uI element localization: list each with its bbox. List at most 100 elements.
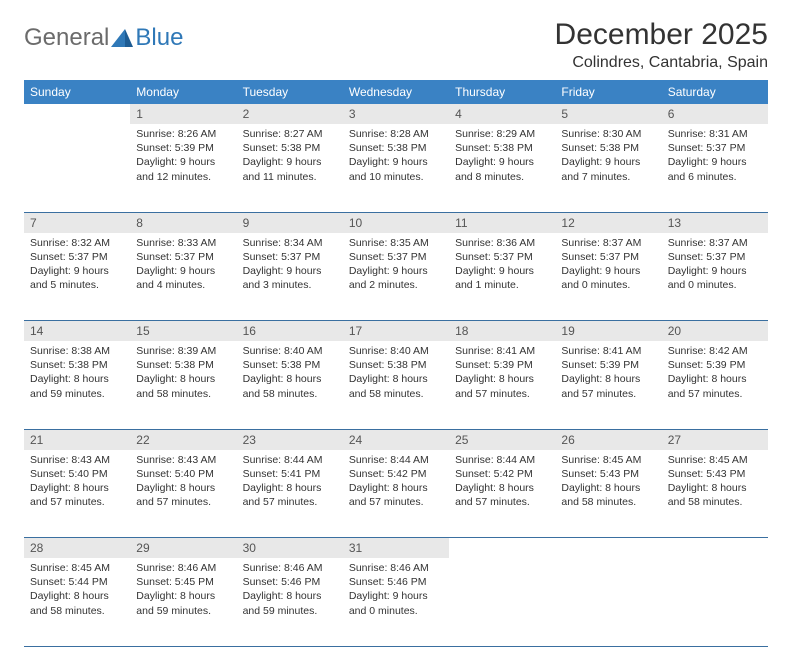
- day-number: 24: [343, 429, 449, 450]
- day-header: Saturday: [662, 80, 768, 104]
- day-cell: Sunrise: 8:46 AMSunset: 5:46 PMDaylight:…: [237, 558, 343, 646]
- sunrise-text: Sunrise: 8:45 AM: [668, 453, 762, 467]
- day-cell-body: Sunrise: 8:43 AMSunset: 5:40 PMDaylight:…: [130, 450, 236, 516]
- title-block: December 2025 Colindres, Cantabria, Spai…: [555, 18, 768, 72]
- sunset-text: Sunset: 5:38 PM: [243, 141, 337, 155]
- day1-text: Daylight: 8 hours: [243, 372, 337, 386]
- sunrise-text: Sunrise: 8:36 AM: [455, 236, 549, 250]
- day2-text: and 7 minutes.: [561, 170, 655, 184]
- sunrise-text: Sunrise: 8:42 AM: [668, 344, 762, 358]
- day1-text: Daylight: 8 hours: [455, 481, 549, 495]
- day-number-row: 14151617181920: [24, 321, 768, 342]
- day-cell: Sunrise: 8:41 AMSunset: 5:39 PMDaylight:…: [449, 341, 555, 429]
- day-number-row: 21222324252627: [24, 429, 768, 450]
- day-number: 13: [662, 212, 768, 233]
- day-cell-body: Sunrise: 8:42 AMSunset: 5:39 PMDaylight:…: [662, 341, 768, 407]
- day-number: 20: [662, 321, 768, 342]
- day-cell-body: Sunrise: 8:41 AMSunset: 5:39 PMDaylight:…: [555, 341, 661, 407]
- day2-text: and 12 minutes.: [136, 170, 230, 184]
- day2-text: and 2 minutes.: [349, 278, 443, 292]
- sunrise-text: Sunrise: 8:41 AM: [561, 344, 655, 358]
- day1-text: Daylight: 8 hours: [455, 372, 549, 386]
- day-cell-body: Sunrise: 8:46 AMSunset: 5:46 PMDaylight:…: [343, 558, 449, 624]
- day-number: 11: [449, 212, 555, 233]
- day-cell: [555, 558, 661, 646]
- sunrise-text: Sunrise: 8:27 AM: [243, 127, 337, 141]
- day-cell-body: Sunrise: 8:35 AMSunset: 5:37 PMDaylight:…: [343, 233, 449, 299]
- day-cell: Sunrise: 8:31 AMSunset: 5:37 PMDaylight:…: [662, 124, 768, 212]
- day1-text: Daylight: 9 hours: [561, 264, 655, 278]
- day-cell-body: Sunrise: 8:45 AMSunset: 5:43 PMDaylight:…: [662, 450, 768, 516]
- sunset-text: Sunset: 5:42 PM: [349, 467, 443, 481]
- day-number: 4: [449, 104, 555, 124]
- sunrise-text: Sunrise: 8:30 AM: [561, 127, 655, 141]
- day-number: 18: [449, 321, 555, 342]
- day2-text: and 58 minutes.: [561, 495, 655, 509]
- sunrise-text: Sunrise: 8:29 AM: [455, 127, 549, 141]
- day2-text: and 58 minutes.: [30, 604, 124, 618]
- day-number: 16: [237, 321, 343, 342]
- day-cell: Sunrise: 8:35 AMSunset: 5:37 PMDaylight:…: [343, 233, 449, 321]
- sunset-text: Sunset: 5:37 PM: [668, 250, 762, 264]
- day-cell-body: Sunrise: 8:36 AMSunset: 5:37 PMDaylight:…: [449, 233, 555, 299]
- day-number: 14: [24, 321, 130, 342]
- day-cell-body: Sunrise: 8:45 AMSunset: 5:43 PMDaylight:…: [555, 450, 661, 516]
- sunset-text: Sunset: 5:39 PM: [561, 358, 655, 372]
- sunrise-text: Sunrise: 8:46 AM: [136, 561, 230, 575]
- day-number: 1: [130, 104, 236, 124]
- day-cell-body: Sunrise: 8:44 AMSunset: 5:41 PMDaylight:…: [237, 450, 343, 516]
- day-number: 9: [237, 212, 343, 233]
- sunrise-text: Sunrise: 8:40 AM: [243, 344, 337, 358]
- day1-text: Daylight: 9 hours: [136, 264, 230, 278]
- day-cell: Sunrise: 8:32 AMSunset: 5:37 PMDaylight:…: [24, 233, 130, 321]
- day-number: [555, 538, 661, 559]
- sunset-text: Sunset: 5:38 PM: [243, 358, 337, 372]
- day2-text: and 8 minutes.: [455, 170, 549, 184]
- day-cell-body: Sunrise: 8:39 AMSunset: 5:38 PMDaylight:…: [130, 341, 236, 407]
- day-cell-body: Sunrise: 8:41 AMSunset: 5:39 PMDaylight:…: [449, 341, 555, 407]
- sunset-text: Sunset: 5:39 PM: [455, 358, 549, 372]
- day-cell-body: Sunrise: 8:43 AMSunset: 5:40 PMDaylight:…: [24, 450, 130, 516]
- day-number: [24, 104, 130, 124]
- day-number: 2: [237, 104, 343, 124]
- day1-text: Daylight: 8 hours: [30, 372, 124, 386]
- day2-text: and 0 minutes.: [561, 278, 655, 292]
- day-number: [449, 538, 555, 559]
- day2-text: and 57 minutes.: [561, 387, 655, 401]
- day-cell: Sunrise: 8:26 AMSunset: 5:39 PMDaylight:…: [130, 124, 236, 212]
- day-cell: Sunrise: 8:45 AMSunset: 5:44 PMDaylight:…: [24, 558, 130, 646]
- day2-text: and 57 minutes.: [30, 495, 124, 509]
- day-number: 15: [130, 321, 236, 342]
- sunset-text: Sunset: 5:40 PM: [136, 467, 230, 481]
- day1-text: Daylight: 9 hours: [668, 155, 762, 169]
- sunset-text: Sunset: 5:37 PM: [349, 250, 443, 264]
- day1-text: Daylight: 9 hours: [243, 155, 337, 169]
- day-cell: Sunrise: 8:42 AMSunset: 5:39 PMDaylight:…: [662, 341, 768, 429]
- day-cell: Sunrise: 8:40 AMSunset: 5:38 PMDaylight:…: [237, 341, 343, 429]
- sunrise-text: Sunrise: 8:34 AM: [243, 236, 337, 250]
- day1-text: Daylight: 8 hours: [349, 372, 443, 386]
- day-number: 29: [130, 538, 236, 559]
- sunset-text: Sunset: 5:46 PM: [243, 575, 337, 589]
- day1-text: Daylight: 8 hours: [136, 589, 230, 603]
- day2-text: and 59 minutes.: [30, 387, 124, 401]
- sunrise-text: Sunrise: 8:45 AM: [561, 453, 655, 467]
- day2-text: and 1 minute.: [455, 278, 549, 292]
- day1-text: Daylight: 9 hours: [349, 155, 443, 169]
- day2-text: and 58 minutes.: [349, 387, 443, 401]
- sunrise-text: Sunrise: 8:41 AM: [455, 344, 549, 358]
- day-cell: [449, 558, 555, 646]
- day-cell: Sunrise: 8:34 AMSunset: 5:37 PMDaylight:…: [237, 233, 343, 321]
- day-cell-body: Sunrise: 8:38 AMSunset: 5:38 PMDaylight:…: [24, 341, 130, 407]
- day-cell-body: Sunrise: 8:44 AMSunset: 5:42 PMDaylight:…: [343, 450, 449, 516]
- sunrise-text: Sunrise: 8:28 AM: [349, 127, 443, 141]
- day2-text: and 57 minutes.: [136, 495, 230, 509]
- day2-text: and 0 minutes.: [668, 278, 762, 292]
- day1-text: Daylight: 9 hours: [243, 264, 337, 278]
- day2-text: and 57 minutes.: [243, 495, 337, 509]
- day-number: 22: [130, 429, 236, 450]
- sunset-text: Sunset: 5:37 PM: [136, 250, 230, 264]
- day1-text: Daylight: 9 hours: [349, 264, 443, 278]
- day-cell: Sunrise: 8:27 AMSunset: 5:38 PMDaylight:…: [237, 124, 343, 212]
- sunrise-text: Sunrise: 8:46 AM: [349, 561, 443, 575]
